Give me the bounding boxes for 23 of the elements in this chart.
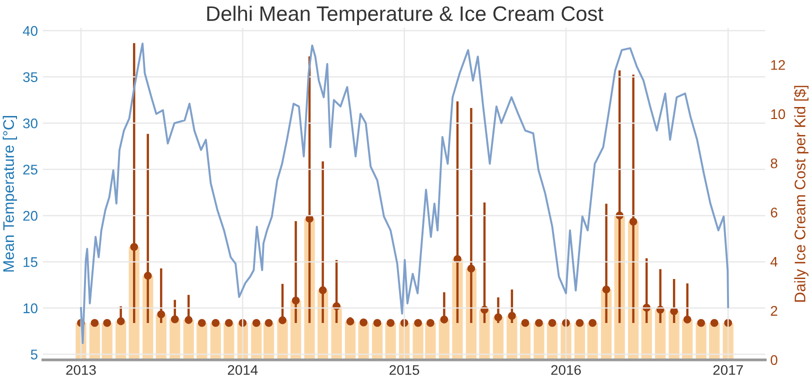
y-tick-label: 5 — [30, 350, 38, 360]
y-tick-label: 30 — [23, 118, 38, 128]
y-tick-label: 15 — [24, 257, 38, 267]
y-tick-label: 10 — [24, 303, 38, 314]
y-tick-label: 20 — [23, 210, 38, 221]
x-tick-label: 2017 — [713, 365, 743, 375]
y2-tick-label: 12 — [771, 60, 785, 70]
y2-tick-label: 4 — [770, 256, 778, 267]
y-axis-title: Mean Temperature [°C] — [2, 116, 18, 272]
y-tick-label: 25 — [23, 164, 38, 175]
x-tick-label: 2015 — [390, 365, 420, 375]
x-tick-label: 2016 — [551, 365, 581, 375]
y-tick-label: 35 — [23, 72, 38, 82]
y2-tick-label: 6 — [770, 208, 778, 218]
y2-tick-label: 10 — [771, 109, 786, 120]
y2-axis-title: Daily Ice Cream Cost per Kid [$] — [794, 86, 808, 302]
y-tick-label: 40 — [22, 26, 38, 36]
x-tick-label: 2014 — [228, 365, 258, 375]
y2-tick-label: 0 — [770, 355, 778, 366]
x-tick-label: 2013 — [66, 365, 96, 375]
y2-tick-label: 2 — [770, 306, 778, 316]
chart-title: Delhi Mean Temperature & Ice Cream Cost — [207, 6, 604, 26]
y2-tick-label: 8 — [770, 158, 778, 168]
